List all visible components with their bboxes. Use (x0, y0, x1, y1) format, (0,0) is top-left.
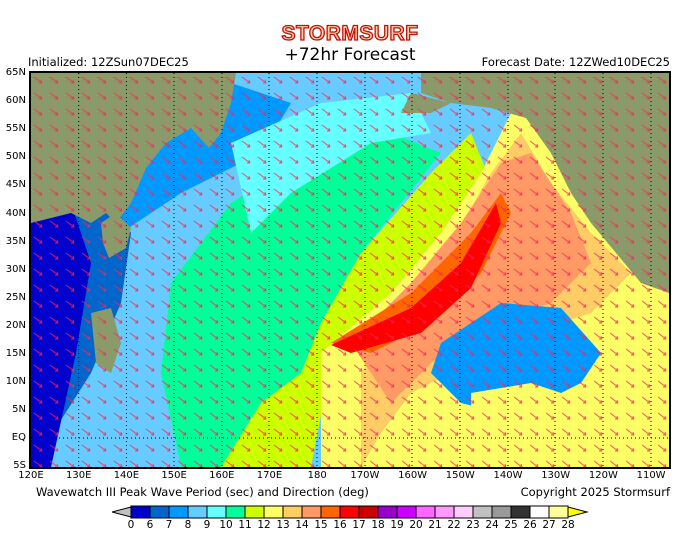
lat-label: 30N (5, 263, 26, 275)
wave-period-map (29, 71, 671, 469)
colorbar-label: 22 (447, 519, 461, 531)
colorbar-label: 16 (333, 519, 347, 531)
lon-label: 170E (256, 470, 283, 481)
colorbar-label: 24 (485, 519, 499, 531)
colorbar-swatch (206, 505, 227, 519)
lat-label: 20N (5, 319, 26, 331)
colorbar-label: 10 (219, 519, 233, 531)
lon-label: 130E (65, 470, 92, 481)
colorbar-label: 14 (295, 519, 309, 531)
colorbar-swatch (434, 505, 455, 519)
colorbar-swatch (453, 505, 474, 519)
forecast-date: Forecast Date: 12ZWed10DEC25 (481, 55, 670, 69)
lat-label: 40N (5, 207, 26, 219)
lon-label: 140E (113, 470, 140, 481)
colorbar-label: 9 (203, 519, 211, 531)
colorbar-swatch (130, 505, 151, 519)
colorbar-label: 15 (314, 519, 328, 531)
colorbar-label: 13 (276, 519, 290, 531)
colorbar-swatch (415, 505, 436, 519)
lat-label: 25N (5, 291, 26, 303)
lon-label: 110W (636, 470, 666, 481)
lat-label: 15N (5, 348, 26, 359)
colorbar-swatch (149, 505, 170, 519)
lat-label: EQ (11, 432, 26, 444)
lon-label: 180 (307, 470, 327, 481)
colorbar-swatch (377, 505, 398, 519)
colorbar-swatch (225, 505, 246, 519)
lat-label: 55N (5, 123, 26, 135)
colorbar-label: 7 (165, 519, 173, 531)
lat-label: 35N (5, 235, 26, 247)
colorbar-label: 6 (146, 519, 154, 531)
colorbar-swatch (472, 505, 493, 519)
lon-label: 150W (445, 470, 475, 481)
lon-label: 120E (18, 470, 44, 481)
colorbar-label: 17 (352, 519, 366, 531)
lon-label: 160W (398, 470, 428, 481)
lon-label: 140W (493, 470, 523, 481)
colorbar-label: 8 (184, 519, 192, 531)
colorbar-label: 21 (428, 519, 442, 531)
lat-label: 50N (5, 151, 26, 163)
colorbar (112, 505, 589, 519)
colorbar-swatch (339, 505, 360, 519)
forecast-title: +72hr Forecast (284, 45, 416, 65)
colorbar-swatch (320, 505, 341, 519)
initialized-time: Initialized: 12ZSun07DEC25 (28, 55, 189, 69)
colorbar-label: 19 (390, 519, 404, 531)
colorbar-swatch (187, 505, 208, 519)
colorbar-label: 18 (371, 519, 385, 531)
colorbar-over-arrow (567, 506, 589, 518)
lon-label: 170W (350, 470, 380, 481)
copyright: Copyright 2025 Stormsurf (520, 485, 670, 499)
colorbar-swatch (244, 505, 265, 519)
colorbar-swatch (263, 505, 284, 519)
lat-label: 5N (12, 404, 26, 416)
colorbar-swatch (358, 505, 379, 519)
lon-label: 150E (161, 470, 187, 481)
colorbar-label: 23 (466, 519, 480, 531)
colorbar-label: 20 (409, 519, 423, 531)
lat-label: 10N (5, 376, 26, 388)
map-description: Wavewatch III Peak Wave Period (sec) and… (36, 485, 369, 499)
colorbar-under-arrow (112, 506, 132, 518)
lon-label: 160E (209, 470, 235, 481)
colorbar-swatch (491, 505, 512, 519)
lat-label: 45N (5, 179, 26, 191)
colorbar-swatch (529, 505, 550, 519)
lon-label: 120W (588, 470, 618, 481)
lon-label: 130W (541, 470, 571, 481)
graticule (31, 73, 669, 467)
colorbar-swatch (168, 505, 189, 519)
colorbar-swatch (301, 505, 322, 519)
colorbar-label: 11 (238, 519, 252, 531)
colorbar-swatch (396, 505, 417, 519)
lat-label: 65N (5, 67, 26, 78)
colorbar-label: 0 (127, 519, 135, 531)
colorbar-label: 12 (257, 519, 271, 531)
colorbar-swatch (548, 505, 569, 519)
lat-label: 5S (13, 460, 26, 472)
stormsurf-logo: STORMSURF (281, 21, 419, 45)
colorbar-label: 27 (542, 519, 556, 531)
colorbar-swatch (510, 505, 531, 519)
colorbar-label: 25 (504, 519, 518, 531)
colorbar-label: 26 (523, 519, 537, 531)
wave-direction-arrows (31, 73, 669, 467)
lat-label: 60N (5, 95, 26, 107)
colorbar-label: 28 (561, 519, 575, 531)
colorbar-swatch (282, 505, 303, 519)
